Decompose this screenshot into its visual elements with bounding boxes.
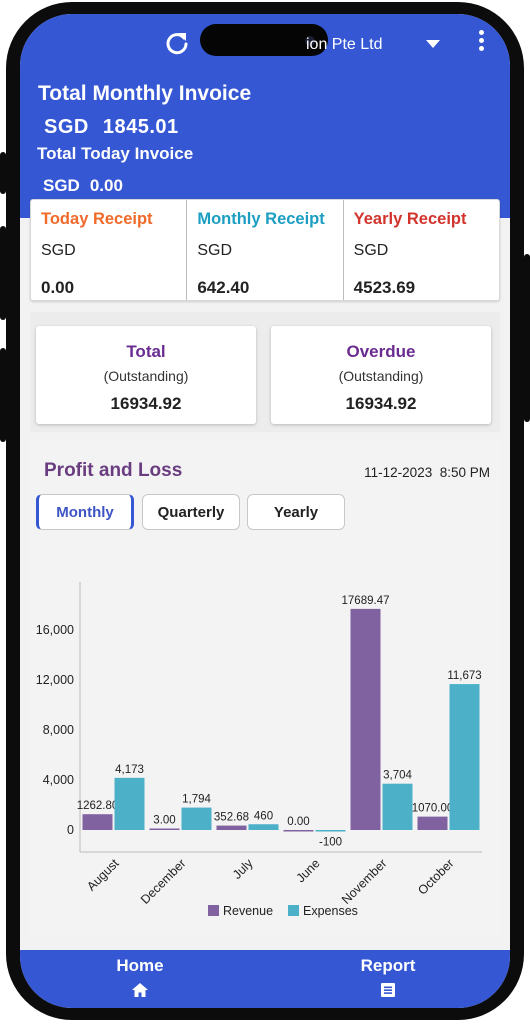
today-receipt[interactable]: Today Receipt SGD 0.00 bbox=[31, 200, 186, 300]
x-tick-label: October bbox=[415, 856, 456, 897]
bar-expenses-december bbox=[181, 807, 212, 830]
x-tick-label: June bbox=[294, 856, 323, 885]
yearly-receipt[interactable]: Yearly Receipt SGD 4523.69 bbox=[342, 200, 499, 300]
data-label: 1262.80 bbox=[77, 800, 119, 812]
amount-value: 0.00 bbox=[89, 176, 123, 195]
legend-label-revenue: Revenue bbox=[223, 904, 273, 918]
receipt-title: Yearly Receipt bbox=[353, 210, 467, 228]
bar-revenue-june bbox=[283, 830, 314, 832]
data-label: 1070.00 bbox=[412, 803, 454, 815]
y-tick-label: 0 bbox=[67, 823, 74, 837]
bar-revenue-october bbox=[417, 816, 448, 830]
amount-value: 1845.01 bbox=[102, 116, 179, 138]
data-label: 352.68 bbox=[214, 812, 249, 824]
bottom-navigation: Home Report bbox=[20, 950, 510, 1008]
card-title: Overdue bbox=[346, 342, 416, 361]
legend-swatch-revenue bbox=[208, 905, 219, 916]
profit-loss-section: Profit and Loss 11-12-2023 8:50 PM Month… bbox=[30, 440, 500, 936]
x-tick-label: July bbox=[230, 856, 256, 882]
company-selector[interactable]: ion Pte Ltd bbox=[306, 36, 383, 53]
receipts-card: Today Receipt SGD 0.00 Monthly Receipt S… bbox=[30, 199, 500, 301]
section-title: Profit and Loss bbox=[44, 460, 183, 481]
timestamp: 11-12-2023 8:50 PM bbox=[364, 465, 490, 480]
bar-expenses-october bbox=[449, 684, 480, 830]
receipt-currency: SGD bbox=[41, 242, 76, 259]
mute-switch bbox=[0, 152, 6, 194]
y-tick-label: 8,000 bbox=[43, 723, 74, 737]
currency-label: SGD bbox=[44, 116, 89, 138]
nav-report[interactable]: Report bbox=[328, 956, 448, 998]
total-today-invoice-title: Total Today Invoice bbox=[37, 144, 194, 163]
total-monthly-invoice-amount: SGD 1845.01 bbox=[44, 116, 179, 139]
x-tick-label: December bbox=[138, 856, 189, 907]
receipt-title: Today Receipt bbox=[41, 210, 153, 228]
receipt-currency: SGD bbox=[353, 242, 389, 259]
currency-label: SGD bbox=[43, 176, 80, 195]
bar-revenue-november bbox=[350, 608, 381, 830]
bar-revenue-july bbox=[216, 825, 247, 830]
nav-report-label: Report bbox=[360, 956, 416, 975]
camera-lens bbox=[305, 36, 315, 46]
bar-revenue-december bbox=[149, 828, 180, 830]
bar-revenue-august bbox=[82, 814, 113, 830]
data-label: -100 bbox=[319, 837, 342, 849]
x-tick-label: November bbox=[339, 856, 390, 907]
data-label: 11,673 bbox=[447, 670, 481, 682]
card-subtitle: (Outstanding) bbox=[338, 368, 424, 384]
tab-yearly[interactable]: Yearly bbox=[247, 494, 345, 530]
total-outstanding-card[interactable]: Total (Outstanding) 16934.92 bbox=[36, 326, 256, 424]
receipt-value: 642.40 bbox=[197, 278, 250, 297]
data-label: 0.00 bbox=[287, 816, 309, 828]
data-label: 3,704 bbox=[383, 770, 412, 782]
bar-expenses-august bbox=[114, 777, 145, 830]
data-label: 1,794 bbox=[182, 794, 211, 806]
data-label: 4,173 bbox=[115, 764, 144, 776]
refresh-icon[interactable] bbox=[164, 30, 190, 58]
data-label: 3.00 bbox=[153, 815, 175, 827]
bar-expenses-november bbox=[382, 783, 413, 830]
header: ion Pte Ltd Total Monthly Invoice SGD 184… bbox=[20, 14, 510, 218]
data-label: 460 bbox=[254, 810, 273, 822]
receipt-title: Monthly Receipt bbox=[197, 210, 325, 228]
x-tick-label: August bbox=[84, 856, 122, 894]
tab-quarterly[interactable]: Quarterly bbox=[142, 494, 240, 530]
y-tick-label: 16,000 bbox=[36, 623, 74, 637]
legend-swatch-expenses bbox=[288, 905, 299, 916]
nav-home-label: Home bbox=[116, 956, 164, 975]
monthly-receipt[interactable]: Monthly Receipt SGD 642.40 bbox=[186, 200, 342, 300]
profit-loss-bar-chart: 0 4,000 8,000 12,000 16,000 1262.80 4,173 Augus… bbox=[36, 582, 482, 918]
legend-label-expenses: Expenses bbox=[303, 904, 358, 918]
power-button bbox=[524, 254, 530, 422]
volume-up-button bbox=[0, 226, 6, 320]
list-icon bbox=[381, 983, 395, 997]
data-label: 17689.47 bbox=[342, 595, 390, 607]
app-screen: ion Pte Ltd Total Monthly Invoice SGD 184… bbox=[20, 14, 510, 1008]
bar-expenses-june bbox=[315, 830, 346, 832]
receipt-currency: SGD bbox=[197, 242, 232, 259]
y-tick-label: 4,000 bbox=[43, 773, 74, 787]
card-title: Total bbox=[126, 342, 166, 361]
card-subtitle: (Outstanding) bbox=[103, 368, 189, 384]
card-value: 16934.92 bbox=[345, 394, 417, 413]
receipt-value: 0.00 bbox=[41, 278, 75, 297]
volume-down-button bbox=[0, 348, 6, 442]
bar-expenses-july bbox=[248, 824, 279, 830]
more-options-icon[interactable] bbox=[479, 30, 485, 54]
outstanding-section: Total (Outstanding) 16934.92 Overdue (Ou… bbox=[30, 312, 500, 432]
home-icon bbox=[132, 983, 148, 997]
card-value: 16934.92 bbox=[110, 394, 182, 413]
receipt-value: 4523.69 bbox=[353, 278, 416, 297]
overdue-outstanding-card[interactable]: Overdue (Outstanding) 16934.92 bbox=[271, 326, 491, 424]
nav-home[interactable]: Home bbox=[80, 956, 200, 998]
total-monthly-invoice-title: Total Monthly Invoice bbox=[38, 82, 252, 105]
y-tick-label: 12,000 bbox=[36, 673, 74, 687]
tab-monthly[interactable]: Monthly bbox=[36, 494, 134, 530]
total-today-invoice-amount: SGD 0.00 bbox=[43, 176, 123, 196]
chevron-down-icon[interactable] bbox=[426, 40, 440, 48]
